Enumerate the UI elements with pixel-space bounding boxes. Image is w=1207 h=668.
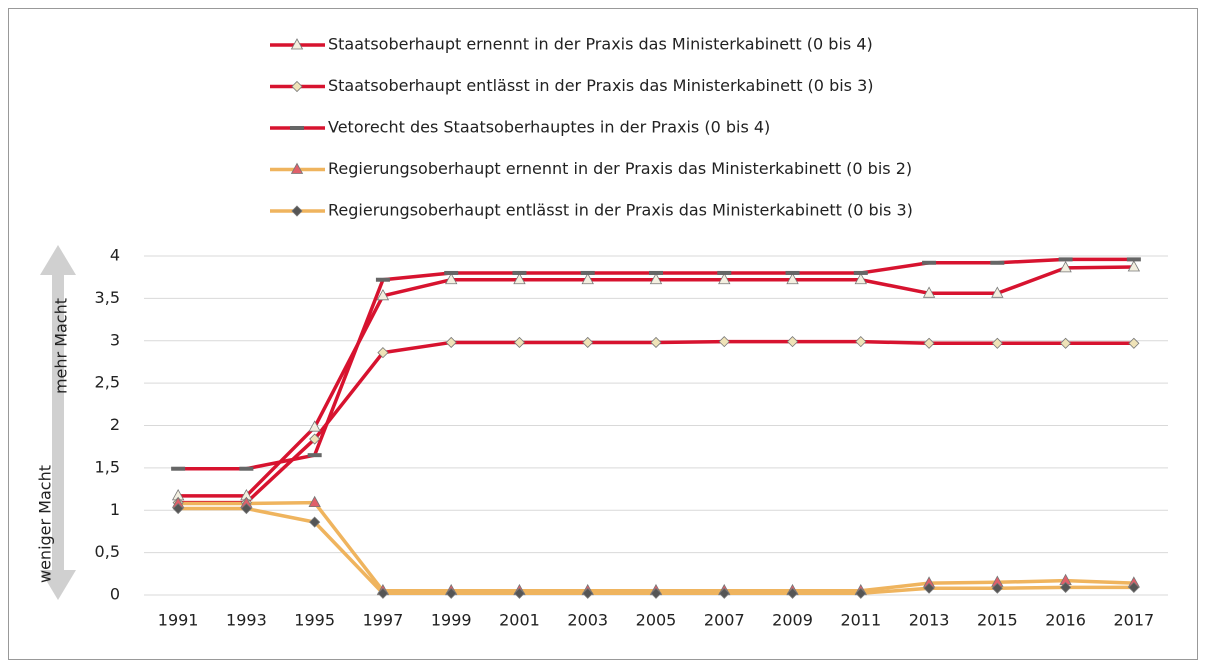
marker bbox=[376, 289, 390, 301]
marker bbox=[854, 272, 867, 285]
x-tick-label: 2005 bbox=[636, 611, 677, 630]
legend-label: Regierungsoberhaupt ernennt in der Praxi… bbox=[328, 159, 912, 178]
marker bbox=[1126, 257, 1141, 262]
x-tick-label: 1991 bbox=[158, 611, 199, 630]
x-tick-label: 2016 bbox=[1045, 611, 1086, 630]
marker bbox=[513, 336, 526, 349]
marker bbox=[377, 587, 389, 599]
x-tick-label: 2011 bbox=[840, 611, 881, 630]
y-tick-label: 4 bbox=[110, 246, 120, 265]
marker bbox=[990, 260, 1005, 265]
y-tick-label: 0,5 bbox=[95, 542, 120, 561]
marker bbox=[582, 587, 594, 599]
legend-label: Staatsoberhaupt ernennt in der Praxis da… bbox=[328, 35, 873, 54]
marker bbox=[582, 336, 594, 349]
marker bbox=[445, 587, 457, 599]
marker bbox=[308, 495, 321, 508]
marker bbox=[307, 453, 322, 458]
x-tick-label: 1999 bbox=[431, 611, 472, 630]
marker bbox=[377, 347, 389, 359]
marker bbox=[1059, 261, 1072, 273]
marker bbox=[290, 38, 304, 50]
y-tick-label: 3 bbox=[110, 330, 120, 349]
marker bbox=[718, 272, 731, 285]
marker bbox=[991, 286, 1004, 298]
marker bbox=[650, 336, 662, 349]
marker bbox=[922, 286, 936, 298]
marker bbox=[580, 270, 595, 275]
marker bbox=[290, 126, 304, 130]
marker bbox=[785, 270, 800, 275]
marker bbox=[445, 272, 458, 285]
x-tick-label: 1993 bbox=[226, 611, 267, 630]
marker bbox=[513, 272, 526, 285]
marker bbox=[718, 336, 730, 348]
y-tick-label: 0 bbox=[110, 585, 120, 604]
y-axis-label-high: mehr Macht bbox=[52, 298, 71, 394]
marker bbox=[375, 277, 390, 282]
marker bbox=[171, 466, 186, 471]
marker bbox=[855, 587, 867, 599]
y-tick-label: 1 bbox=[110, 500, 120, 519]
marker bbox=[290, 162, 304, 174]
y-axis-label-low: weniger Macht bbox=[36, 465, 55, 583]
marker bbox=[853, 270, 868, 275]
marker bbox=[1128, 337, 1140, 349]
marker bbox=[717, 270, 732, 275]
y-tick-label: 3,5 bbox=[95, 288, 120, 307]
marker bbox=[513, 587, 526, 599]
x-tick-label: 2015 bbox=[977, 611, 1018, 630]
marker bbox=[1060, 581, 1072, 593]
x-tick-label: 2009 bbox=[772, 611, 813, 630]
marker bbox=[718, 587, 730, 599]
marker bbox=[445, 336, 457, 349]
marker bbox=[786, 587, 799, 599]
legend-label: Regierungsoberhaupt entlässt in der Prax… bbox=[328, 201, 913, 220]
x-tick-label: 1997 bbox=[363, 611, 404, 630]
marker bbox=[855, 336, 867, 348]
legend-label: Staatsoberhaupt entlässt in der Praxis d… bbox=[328, 76, 874, 95]
marker bbox=[786, 272, 799, 285]
marker bbox=[512, 270, 527, 275]
marker bbox=[308, 420, 321, 432]
marker bbox=[239, 466, 254, 471]
marker bbox=[786, 336, 799, 348]
marker bbox=[444, 270, 459, 275]
marker bbox=[1058, 257, 1073, 262]
x-tick-label: 2003 bbox=[567, 611, 608, 630]
marker bbox=[923, 337, 935, 349]
y-tick-label: 1,5 bbox=[95, 457, 120, 476]
x-tick-label: 1995 bbox=[294, 611, 335, 630]
y-tick-label: 2 bbox=[110, 415, 120, 434]
marker bbox=[240, 502, 252, 515]
y-tick-label: 2,5 bbox=[95, 373, 120, 392]
marker bbox=[291, 205, 303, 217]
marker bbox=[1128, 581, 1140, 593]
x-tick-label: 2013 bbox=[909, 611, 950, 630]
marker bbox=[309, 433, 321, 445]
marker bbox=[650, 587, 662, 599]
marker bbox=[1060, 337, 1072, 349]
x-tick-label: 2007 bbox=[704, 611, 745, 630]
marker bbox=[922, 260, 937, 265]
axis-arrow bbox=[40, 245, 76, 600]
marker bbox=[649, 272, 663, 285]
marker bbox=[1127, 260, 1141, 272]
marker bbox=[581, 272, 594, 285]
marker bbox=[991, 582, 1003, 594]
marker bbox=[172, 502, 184, 515]
x-tick-label: 2017 bbox=[1114, 611, 1155, 630]
marker bbox=[991, 337, 1003, 349]
chart-frame bbox=[8, 8, 1198, 660]
marker bbox=[923, 582, 935, 594]
marker bbox=[649, 270, 663, 275]
marker bbox=[309, 516, 321, 528]
legend-label: Vetorecht des Staatsoberhauptes in der P… bbox=[328, 118, 770, 137]
marker bbox=[291, 80, 303, 93]
x-tick-label: 2001 bbox=[499, 611, 540, 630]
